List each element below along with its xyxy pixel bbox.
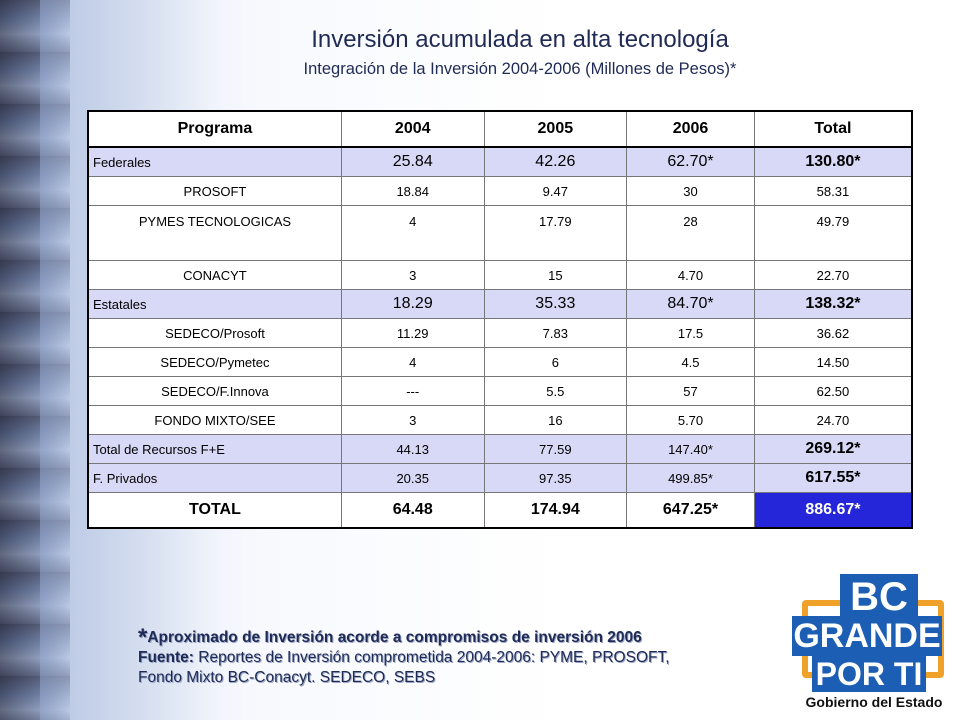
logo-grande-text: GRANDE (792, 616, 942, 656)
table-row-pymes-tecnologicas: PYMES TECNOLOGICAS 4 17.79 28 49.79 (87, 205, 913, 261)
footnote-star: * (138, 624, 148, 651)
table-cell: 5.5 (483, 376, 628, 406)
table-cell: 28 (626, 205, 755, 261)
table-cell-total: 617.55* (753, 463, 913, 493)
table-cell: 17.79 (483, 205, 628, 261)
table-cell-label: SEDECO/F.Innova (87, 376, 342, 406)
table-cell: 647.25* (626, 492, 755, 529)
table-header-row: Programa 2004 2005 2006 Total (87, 110, 913, 148)
table-cell-total: 22.70 (753, 260, 913, 290)
table-cell: 30 (626, 176, 755, 206)
footnote-source-label: Fuente: (138, 649, 194, 666)
table-cell-total: 130.80* (753, 146, 913, 177)
table-cell: 77.59 (483, 434, 628, 464)
table-cell: 9.47 (483, 176, 628, 206)
footnote-approx: *Aproximado de Inversión acorde a compro… (138, 626, 798, 650)
table-cell: 5.70 (626, 405, 755, 435)
table-cell: 4.5 (626, 347, 755, 377)
table-cell: 16 (483, 405, 628, 435)
table-cell-label: Total de Recursos F+E (87, 434, 342, 464)
table-cell: --- (340, 376, 485, 406)
investment-table: Programa 2004 2005 2006 Total Federales … (87, 110, 913, 529)
table-cell: 7.83 (483, 318, 628, 348)
table-cell: 35.33 (483, 289, 628, 319)
table-cell: 64.48 (340, 492, 485, 529)
table-cell: 25.84 (340, 146, 485, 177)
table-cell: 174.94 (483, 492, 628, 529)
table-cell: 147.40* (626, 434, 755, 464)
page-title: Inversión acumulada en alta tecnología (311, 26, 729, 53)
footnote-source-continued: Fondo Mixto BC-Conacyt. SEDECO, SEBS (138, 669, 436, 686)
table-row-estatales: Estatales 18.29 35.33 84.70* 138.32* (87, 289, 913, 319)
table-row-prosoft: PROSOFT 18.84 9.47 30 58.31 (87, 176, 913, 206)
table-cell-label: SEDECO/Pymetec (87, 347, 342, 377)
footnote-source: Fuente: Reportes de Inversión comprometi… (138, 648, 798, 668)
table-cell-total: 36.62 (753, 318, 913, 348)
table-cell: 3 (340, 405, 485, 435)
table-cell-total: 62.50 (753, 376, 913, 406)
table-cell: 3 (340, 260, 485, 290)
table-cell: 11.29 (340, 318, 485, 348)
table-cell: 4 (340, 347, 485, 377)
table-cell-label: FONDO MIXTO/SEE (87, 405, 342, 435)
grand-total-cell: 886.67* (753, 492, 913, 529)
footnote-approx-text: Aproximado de Inversión acorde a comprom… (147, 629, 642, 646)
table-cell-label: F. Privados (87, 463, 342, 493)
footnotes: *Aproximado de Inversión acorde a compro… (138, 626, 798, 688)
table-cell-label: PYMES TECNOLOGICAS (87, 205, 342, 261)
table-cell-total: 14.50 (753, 347, 913, 377)
table-cell: 499.85* (626, 463, 755, 493)
table-row-federales: Federales 25.84 42.26 62.70* 130.80* (87, 146, 913, 177)
footnote-source-text: Reportes de Inversión comprometida 2004-… (193, 649, 670, 666)
table-cell: 20.35 (340, 463, 485, 493)
table-cell-label: CONACYT (87, 260, 342, 290)
government-logo: BC GRANDE POR TI Gobierno del Estado (792, 570, 954, 710)
table-row-total-recursos: Total de Recursos F+E 44.13 77.59 147.40… (87, 434, 913, 464)
column-header-2005: 2005 (483, 110, 628, 148)
table-cell: 4.70 (626, 260, 755, 290)
table-cell-total: 58.31 (753, 176, 913, 206)
table-cell-label: Estatales (87, 289, 342, 319)
table-cell: 4 (340, 205, 485, 261)
column-header-2006: 2006 (626, 110, 755, 148)
table-cell: 6 (483, 347, 628, 377)
table-row-sedeco-pymetec: SEDECO/Pymetec 4 6 4.5 14.50 (87, 347, 913, 377)
column-header-programa: Programa (87, 110, 342, 148)
table-row-conacyt: CONACYT 3 15 4.70 22.70 (87, 260, 913, 290)
table-cell: 42.26 (483, 146, 628, 177)
table-cell: 97.35 (483, 463, 628, 493)
table-cell-label: PROSOFT (87, 176, 342, 206)
logo-caption: Gobierno del Estado (805, 694, 943, 710)
column-header-total: Total (753, 110, 913, 148)
table-cell-total: 24.70 (753, 405, 913, 435)
table-cell: 44.13 (340, 434, 485, 464)
table-cell: 15 (483, 260, 628, 290)
table-cell: 57 (626, 376, 755, 406)
table-cell-total: 49.79 (753, 205, 913, 261)
table-cell: 18.84 (340, 176, 485, 206)
table-cell-label: Federales (87, 146, 342, 177)
table-cell-total: 138.32* (753, 289, 913, 319)
column-header-2004: 2004 (340, 110, 485, 148)
table-cell-label: TOTAL (87, 492, 342, 529)
logo-bc-text: BC (840, 574, 918, 620)
table-cell: 18.29 (340, 289, 485, 319)
logo-porti-text: POR TI (812, 656, 926, 692)
table-cell-label: SEDECO/Prosoft (87, 318, 342, 348)
table-row-grand-total: TOTAL 64.48 174.94 647.25* 886.67* (87, 492, 913, 529)
table-cell: 17.5 (626, 318, 755, 348)
table-row-sedeco-prosoft: SEDECO/Prosoft 11.29 7.83 17.5 36.62 (87, 318, 913, 348)
table-row-privados: F. Privados 20.35 97.35 499.85* 617.55* (87, 463, 913, 493)
table-cell: 84.70* (626, 289, 755, 319)
table-cell-total: 269.12* (753, 434, 913, 464)
page-subtitle: Integración de la Inversión 2004-2006 (M… (303, 60, 737, 78)
table-row-sedeco-finnova: SEDECO/F.Innova --- 5.5 57 62.50 (87, 376, 913, 406)
table-row-fondo-mixto: FONDO MIXTO/SEE 3 16 5.70 24.70 (87, 405, 913, 435)
table-cell: 62.70* (626, 146, 755, 177)
